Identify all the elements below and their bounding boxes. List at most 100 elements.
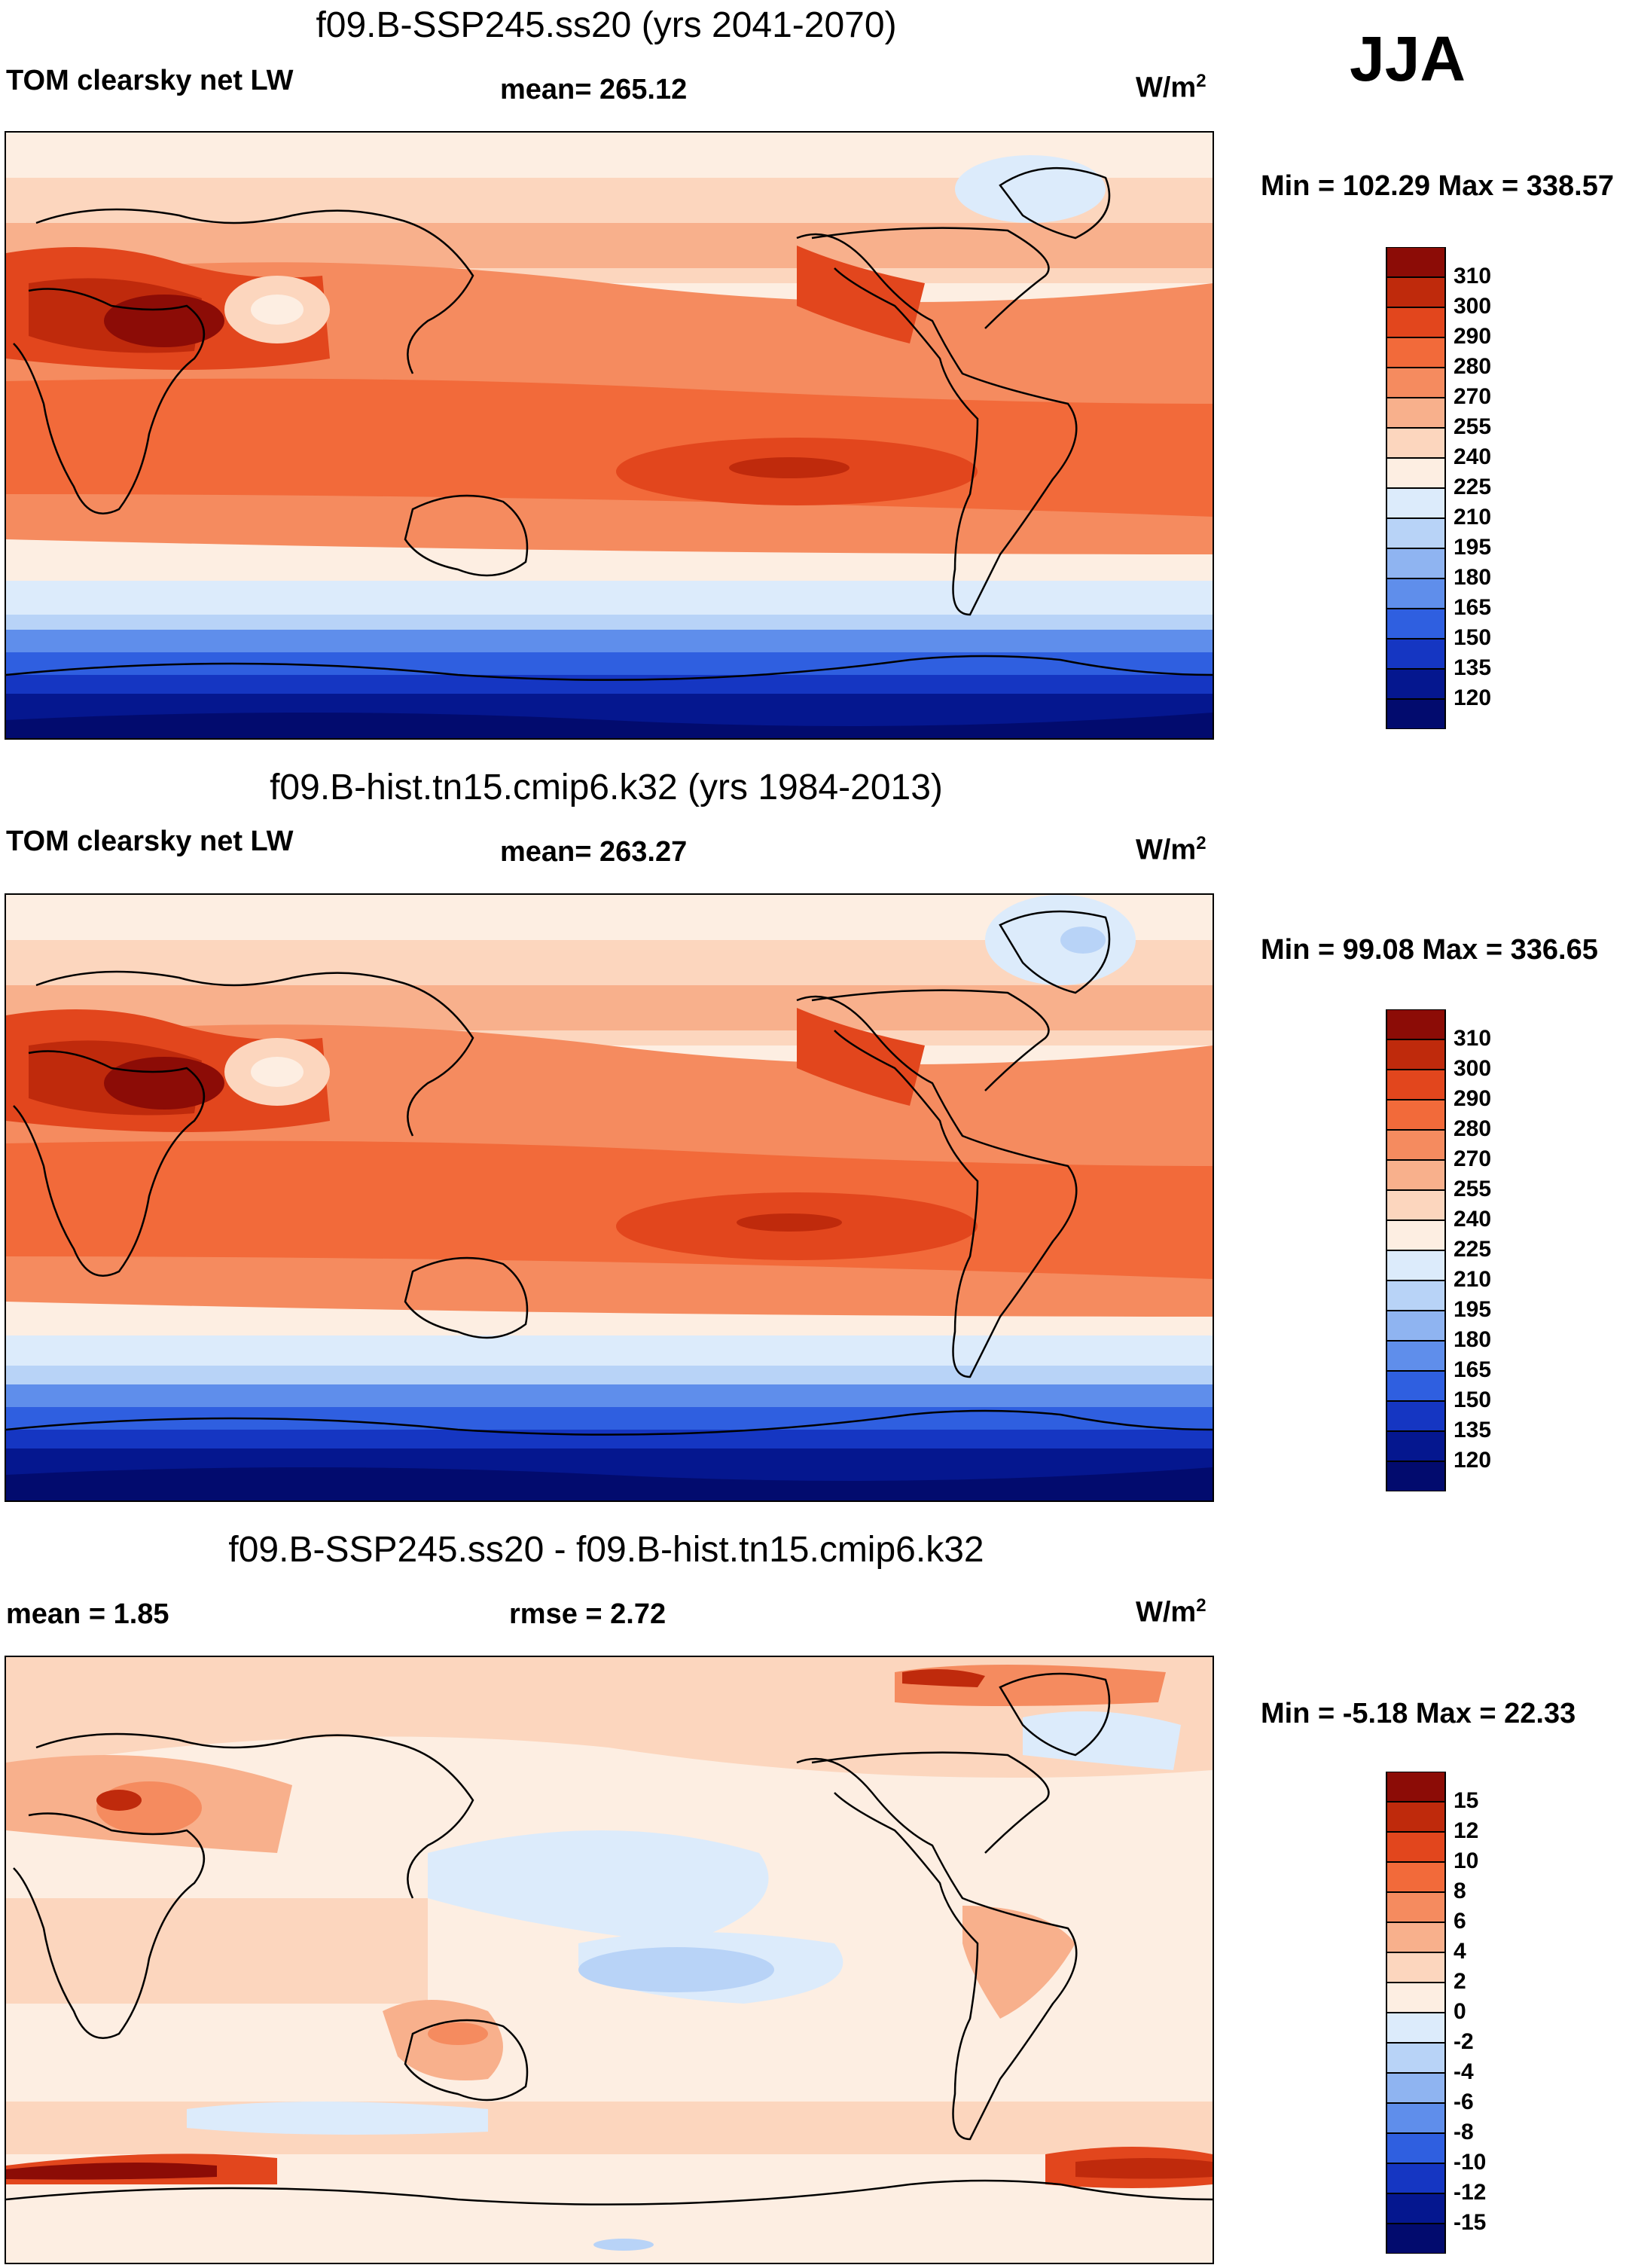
colorbar-swatch [1386,1250,1446,1281]
colorbar-tick-label: 300 [1454,1056,1492,1081]
colorbar-tick-label: 195 [1454,1297,1492,1322]
colorbar-swatch [1386,1801,1446,1833]
panel-2-minmax: Min = 99.08 Max = 336.65 [1261,934,1598,966]
panel-2-center-label: mean= 263.27 [500,836,688,868]
colorbar-swatch [1386,2132,1446,2164]
colorbar-swatch [1386,1310,1446,1342]
panel-3-title: f09.B-SSP245.ss20 - f09.B-hist.tn15.cmip… [228,1530,984,1570]
panel-3-center-label: rmse = 2.72 [509,1598,667,1630]
colorbar-swatch [1386,246,1446,278]
colorbar-tick-label: 225 [1454,475,1492,499]
colorbar-tick-label: 135 [1454,655,1492,680]
panel-3-map-svg [6,1657,1213,2263]
colorbar-tick-label: 300 [1454,294,1492,319]
colorbar-swatch [1386,427,1446,459]
colorbar-tick-label: 150 [1454,625,1492,650]
panel-1-units: W/m2 [1136,71,1206,104]
colorbar-tick-label: 165 [1454,1357,1492,1382]
colorbar-tick-label: 240 [1454,1207,1492,1232]
panel-2-colorbar-svg [1386,1009,1446,1492]
colorbar-swatch [1386,1922,1446,1953]
colorbar-tick-label: 8 [1454,1879,1466,1903]
colorbar-tick-label: 2 [1454,1969,1466,1994]
colorbar-tick-label: 0 [1454,1999,1466,2024]
panel-2-colorbar [1386,1009,1446,1495]
colorbar-swatch [1386,1189,1446,1221]
colorbar-tick-label: 210 [1454,1267,1492,1292]
colorbar-swatch [1386,2163,1446,2194]
colorbar-swatch [1386,1009,1446,1040]
colorbar-swatch [1386,367,1446,398]
colorbar-swatch [1386,1400,1446,1432]
panel-1-colorbar [1386,246,1446,733]
colorbar-tick-label: 15 [1454,1788,1479,1813]
colorbar-tick-label: -10 [1454,2150,1487,2175]
colorbar-swatch [1386,397,1446,429]
colorbar-swatch [1386,1771,1446,1802]
colorbar-swatch [1386,1159,1446,1191]
colorbar-tick-label: 290 [1454,324,1492,349]
colorbar-swatch [1386,307,1446,338]
colorbar-tick-label: 195 [1454,535,1492,560]
panel-3-left-label: mean = 1.85 [6,1598,169,1630]
colorbar-swatch [1386,668,1446,700]
panel-1-colorbar-svg [1386,246,1446,730]
colorbar-tick-label: 135 [1454,1418,1492,1442]
colorbar-swatch [1386,1340,1446,1372]
colorbar-swatch [1386,608,1446,639]
colorbar-swatch [1386,638,1446,670]
colorbar-tick-label: 165 [1454,595,1492,620]
colorbar-swatch [1386,2102,1446,2134]
colorbar-swatch [1386,1069,1446,1100]
colorbar-swatch [1386,1039,1446,1070]
colorbar-tick-label: 180 [1454,1327,1492,1352]
colorbar-tick-label: 120 [1454,685,1492,710]
colorbar-tick-label: 310 [1454,1026,1492,1051]
colorbar-tick-label: 4 [1454,1939,1466,1964]
panel-3-colorbar-svg [1386,1771,1446,2254]
colorbar-swatch [1386,1952,1446,1983]
colorbar-tick-label: 6 [1454,1909,1466,1934]
colorbar-tick-label: 255 [1454,414,1492,439]
colorbar-swatch [1386,1461,1446,1492]
colorbar-tick-label: -15 [1454,2210,1487,2235]
colorbar-tick-label: 270 [1454,384,1492,409]
colorbar-swatch [1386,2223,1446,2254]
panel-3-minmax: Min = -5.18 Max = 22.33 [1261,1698,1576,1729]
colorbar-tick-label: -8 [1454,2120,1474,2144]
colorbar-swatch [1386,517,1446,549]
colorbar-tick-label: 280 [1454,354,1492,379]
colorbar-tick-label: 12 [1454,1818,1479,1843]
season-label: JJA [1350,23,1466,94]
colorbar-swatch [1386,1280,1446,1311]
colorbar-tick-label: 310 [1454,264,1492,288]
panel-3-colorbar [1386,1771,1446,2257]
colorbar-swatch [1386,548,1446,579]
panel-1-title: f09.B-SSP245.ss20 (yrs 2041-2070) [316,5,897,45]
colorbar-tick-label: 150 [1454,1387,1492,1412]
colorbar-swatch [1386,1219,1446,1251]
panel-1-center-label: mean= 265.12 [500,74,688,105]
colorbar-tick-label: 120 [1454,1448,1492,1473]
colorbar-tick-label: 210 [1454,505,1492,530]
colorbar-swatch [1386,1430,1446,1462]
colorbar-tick-label: 270 [1454,1146,1492,1171]
panel-1-map [5,131,1214,740]
colorbar-tick-label: 10 [1454,1848,1479,1873]
panel-2-map [5,893,1214,1502]
panel-1-minmax: Min = 102.29 Max = 338.57 [1261,170,1614,202]
colorbar-tick-label: 180 [1454,565,1492,590]
colorbar-swatch [1386,1861,1446,1893]
colorbar-swatch [1386,1370,1446,1402]
colorbar-tick-label: -2 [1454,2029,1474,2054]
colorbar-swatch [1386,698,1446,730]
colorbar-tick-label: -6 [1454,2089,1474,2114]
colorbar-tick-label: -12 [1454,2180,1487,2205]
panel-3-map [5,1656,1214,2264]
panel-2-units: W/m2 [1136,833,1206,866]
colorbar-swatch [1386,1982,1446,2013]
colorbar-tick-label: -4 [1454,2059,1474,2084]
colorbar-swatch [1386,2042,1446,2074]
panel-1-map-svg [6,133,1213,738]
colorbar-swatch [1386,487,1446,519]
